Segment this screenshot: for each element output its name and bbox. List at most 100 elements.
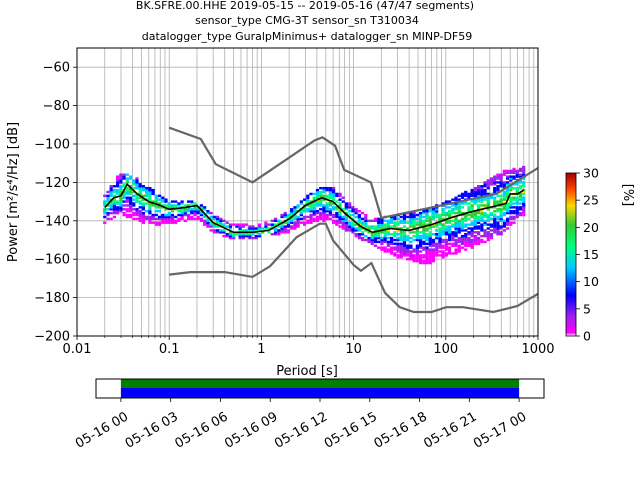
psd-cell [496, 202, 500, 205]
psd-cell [215, 225, 220, 228]
psd-cell [148, 219, 152, 222]
psd-cell [296, 215, 300, 219]
psd-cell [203, 206, 207, 209]
psd-cell [438, 231, 442, 234]
psd-cell [219, 229, 223, 232]
psd-cell [154, 196, 158, 199]
psd-cell [280, 231, 284, 234]
psd-cell [493, 213, 497, 217]
psd-cell [499, 231, 503, 234]
psd-cell [186, 213, 191, 217]
psd-cell [212, 223, 216, 226]
psd-cell [273, 227, 278, 230]
psd-cell [467, 233, 471, 236]
psd-cell [141, 185, 146, 188]
psd-cell [319, 200, 323, 203]
psd-cell [515, 196, 519, 199]
psd-cell [506, 210, 510, 213]
psd-cell [280, 215, 284, 219]
psd-cell [502, 171, 506, 174]
psd-cell [428, 227, 432, 230]
psd-cell [141, 211, 146, 215]
psd-cell [435, 248, 439, 251]
psd-cell [480, 219, 484, 222]
psd-cell [470, 211, 474, 215]
psd-cell [493, 221, 497, 224]
psd-cell [467, 194, 471, 198]
psd-cell [447, 200, 452, 203]
psd-cell [157, 210, 162, 213]
psd-cell [125, 179, 129, 182]
psd-cell [454, 225, 458, 228]
psd-cell [489, 217, 494, 221]
psd-cell [138, 200, 142, 203]
psd-cell [112, 215, 117, 219]
psd-cell [444, 231, 448, 234]
psd-cell [431, 248, 436, 251]
psd-cell [116, 210, 120, 213]
psd-cell [457, 219, 461, 222]
psd-cell [399, 236, 403, 240]
psd-cell [338, 213, 342, 217]
psd-cell [357, 217, 361, 221]
psd-cell [393, 252, 397, 255]
psd-cell [515, 181, 519, 184]
psd-cell [174, 215, 178, 219]
psd-cell [476, 233, 481, 236]
timeline-tick-label: 05-16 18 [372, 409, 430, 451]
psd-cell [344, 211, 349, 215]
psd-cell [257, 229, 262, 232]
psd-cell [302, 210, 307, 213]
psd-cell [109, 208, 113, 211]
psd-cell [393, 248, 397, 251]
psd-cell [457, 248, 461, 251]
chart-title-line-2: sensor_type CMG-3T sensor_sn T310034 [195, 14, 419, 27]
psd-cell [418, 211, 423, 215]
psd-cell [496, 175, 500, 178]
psd-cell [306, 208, 310, 211]
psd-cell [422, 210, 426, 213]
psd-cell [283, 211, 287, 215]
psd-cell [109, 192, 113, 196]
psd-cell [431, 217, 436, 221]
psd-cell [299, 211, 303, 215]
psd-cell [261, 231, 265, 234]
psd-cell [135, 186, 139, 190]
psd-cell [412, 217, 416, 221]
psd-cell [470, 227, 474, 230]
psd-cell [499, 219, 503, 222]
psd-cell [335, 211, 339, 215]
psd-cell [228, 236, 233, 240]
psd-cell [283, 229, 287, 232]
psd-cell [451, 231, 455, 234]
psd-cell [422, 219, 426, 222]
psd-cell [228, 225, 233, 228]
psd-cell [164, 219, 168, 222]
psd-cell [396, 254, 400, 257]
x-tick-label: 1000 [521, 342, 554, 357]
psd-cell [502, 198, 506, 201]
psd-cell [389, 238, 394, 242]
psd-cell [367, 219, 371, 222]
psd-cell [515, 169, 519, 173]
psd-cell [299, 200, 303, 203]
psd-cell [212, 231, 216, 234]
psd-cell [454, 223, 458, 226]
psd-cell [470, 204, 474, 207]
psd-cell [499, 177, 503, 180]
psd-cell [354, 234, 358, 238]
psd-cell [476, 215, 481, 219]
psd-cell [322, 194, 326, 198]
psd-cell [348, 210, 352, 213]
psd-cell [341, 221, 345, 224]
psd-cell [483, 213, 487, 217]
psd-cell [170, 204, 175, 207]
psd-cell [476, 185, 481, 188]
psd-cell [119, 198, 123, 201]
psd-cell [154, 223, 158, 226]
psd-cell [319, 208, 323, 211]
psd-cell [161, 204, 165, 207]
psd-cell [415, 217, 419, 221]
psd-cell [522, 190, 526, 194]
